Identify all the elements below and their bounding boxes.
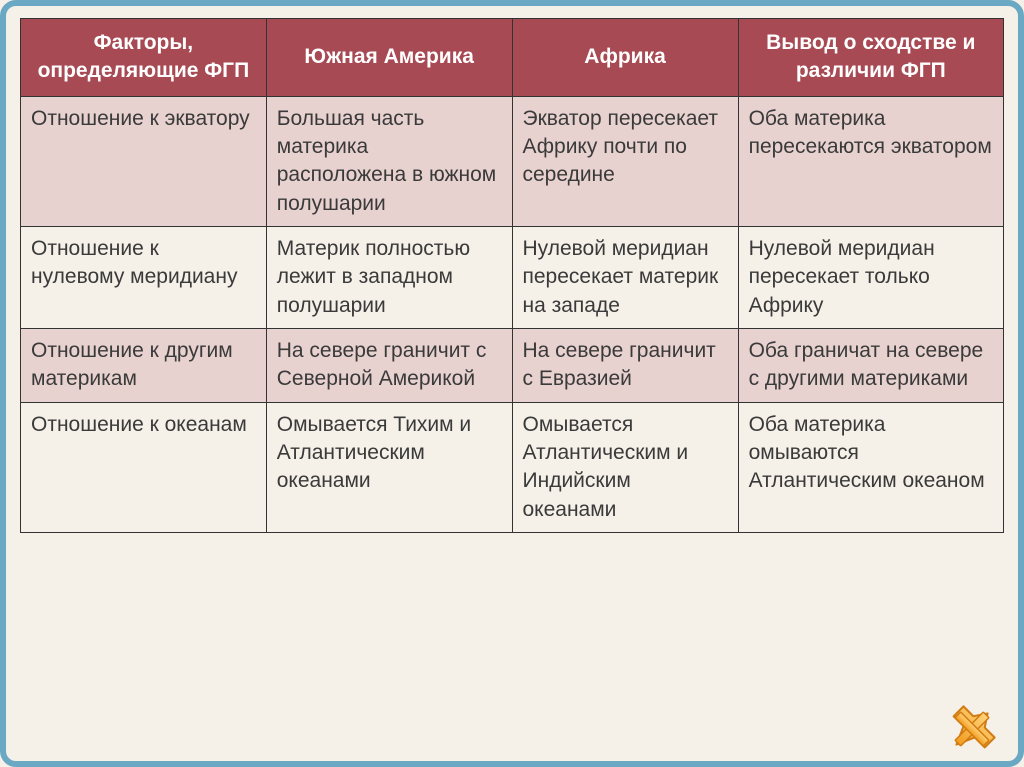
table-cell: Большая часть материка расположена в южн… [266, 96, 512, 226]
table-cell: Отношение к океанам [21, 402, 267, 532]
table-cell: Отношение к другим материкам [21, 329, 267, 403]
table-cell: Омывается Тихим и Атлантическим океанами [266, 402, 512, 532]
table-header: Южная Америка [266, 19, 512, 97]
table-header: Факторы, определяющие ФГП [21, 19, 267, 97]
table-cell: Отношение к нулевому меридиану [21, 227, 267, 329]
table-row: Отношение к другим материкам На севере г… [21, 329, 1004, 403]
table-cell: Экватор пересекает Африку почти по серед… [512, 96, 738, 226]
table-cell: Нулевой меридиан пересекает только Африк… [738, 227, 1003, 329]
table-cell: Отношение к экватору [21, 96, 267, 226]
table-header: Вывод о сходстве и различии ФГП [738, 19, 1003, 97]
table-cell: Нулевой меридиан пересекает материк на з… [512, 227, 738, 329]
comparison-table: Факторы, определяющие ФГП Южная Америка … [20, 18, 1004, 533]
table-cell: Оба материка пересекаются экватором [738, 96, 1003, 226]
table-cell: Омывается Атлантическим и Индийским океа… [512, 402, 738, 532]
table-cell: Материк полностью лежит в западном полуш… [266, 227, 512, 329]
table-cell: Оба граничат на севере с другими материк… [738, 329, 1003, 403]
table-cell: Оба материка омываются Атлантическим оке… [738, 402, 1003, 532]
table-row: Отношение к океанам Омывается Тихим и Ат… [21, 402, 1004, 532]
table-cell: На севере граничит с Евразией [512, 329, 738, 403]
close-icon[interactable] [944, 701, 1000, 757]
table-cell: На севере граничит с Северной Америкой [266, 329, 512, 403]
table-header-row: Факторы, определяющие ФГП Южная Америка … [21, 19, 1004, 97]
table-header: Африка [512, 19, 738, 97]
table-row: Отношение к экватору Большая часть матер… [21, 96, 1004, 226]
slide-frame: Факторы, определяющие ФГП Южная Америка … [0, 0, 1024, 767]
table-row: Отношение к нулевому меридиану Материк п… [21, 227, 1004, 329]
